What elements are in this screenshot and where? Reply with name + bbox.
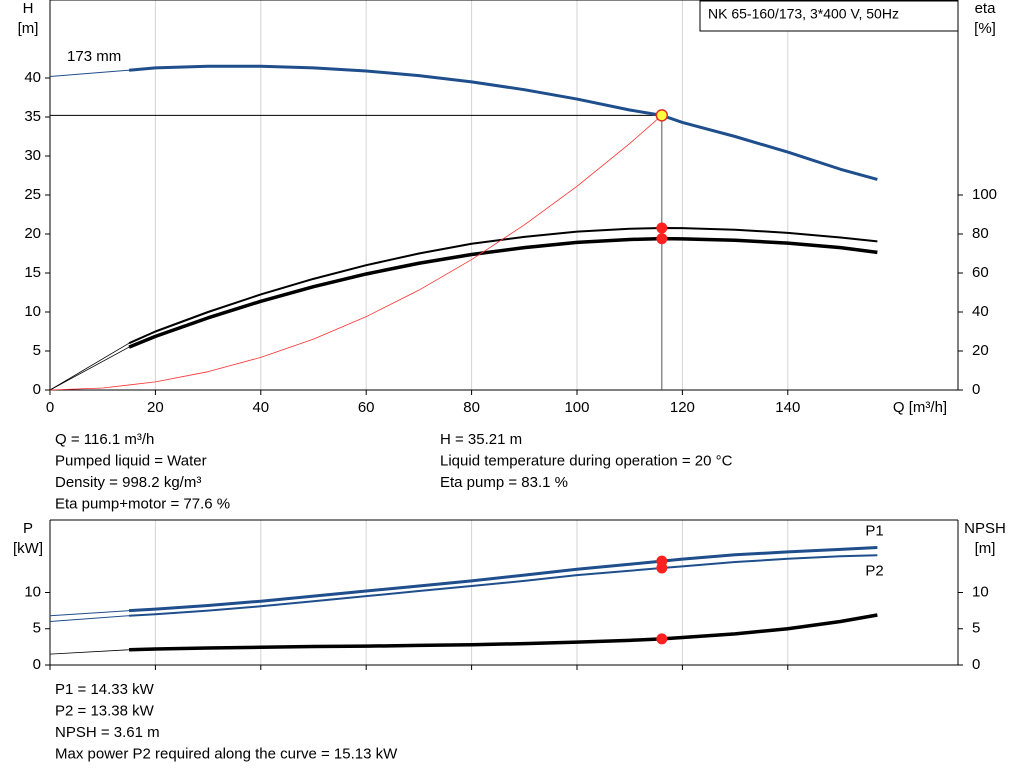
curve bbox=[128, 236, 878, 349]
y2-tick-label: 0 bbox=[972, 656, 980, 673]
x-tick-label: 40 bbox=[252, 399, 269, 416]
y2-tick-label: 0 bbox=[972, 381, 980, 398]
operating-point bbox=[656, 222, 668, 234]
x-tick-label: 120 bbox=[670, 399, 695, 416]
y-tick-label: 10 bbox=[24, 583, 41, 600]
y-tick-label: 0 bbox=[33, 656, 41, 673]
y-tick-label: 25 bbox=[24, 186, 41, 203]
y-axis-label: P bbox=[23, 520, 33, 537]
y-tick-label: 15 bbox=[24, 264, 41, 281]
readout: Max power P2 required along the curve = … bbox=[55, 745, 398, 762]
y2-axis-label: [%] bbox=[974, 20, 996, 37]
operating-point bbox=[655, 109, 669, 122]
curve-label: P1 bbox=[865, 523, 883, 540]
y2-tick-label: 60 bbox=[972, 264, 989, 281]
curve bbox=[49, 115, 663, 391]
readout: Q = 116.1 m³/h bbox=[55, 431, 154, 448]
x-tick-label: 0 bbox=[46, 399, 54, 416]
x-tick-label: 80 bbox=[463, 399, 480, 416]
x-tick-label: 100 bbox=[564, 399, 589, 416]
readout: H = 35.21 m bbox=[440, 431, 522, 448]
readout: Liquid temperature during operation = 20… bbox=[440, 452, 733, 469]
y2-axis-label: NPSH bbox=[964, 520, 1006, 537]
y2-axis-label: eta bbox=[975, 0, 997, 17]
curve bbox=[128, 554, 878, 617]
x-axis-label: Q [m³/h] bbox=[893, 399, 947, 416]
operating-point bbox=[656, 233, 668, 245]
y-axis-label: [m] bbox=[18, 20, 39, 37]
curve bbox=[49, 610, 130, 617]
curve bbox=[49, 342, 130, 391]
y2-tick-label: 5 bbox=[972, 620, 980, 637]
y-tick-label: 20 bbox=[24, 225, 41, 242]
readout: Density = 998.2 kg/m³ bbox=[55, 474, 201, 491]
curve bbox=[128, 226, 878, 345]
y-tick-label: 5 bbox=[33, 342, 41, 359]
readout: Eta pump+motor = 77.6 % bbox=[55, 495, 230, 512]
y2-tick-label: 10 bbox=[972, 583, 989, 600]
y-axis-label: [kW] bbox=[13, 540, 43, 557]
curve bbox=[128, 546, 878, 613]
x-tick-label: 140 bbox=[775, 399, 800, 416]
y-tick-label: 10 bbox=[24, 303, 41, 320]
y-axis-label: H bbox=[23, 0, 34, 17]
curve bbox=[49, 615, 130, 622]
readout: Pumped liquid = Water bbox=[55, 452, 207, 469]
y-tick-label: 35 bbox=[24, 108, 41, 125]
chart-title: NK 65-160/173, 3*400 V, 50Hz bbox=[708, 6, 899, 22]
curve bbox=[128, 64, 878, 181]
x-tick-label: 60 bbox=[358, 399, 375, 416]
y-tick-label: 30 bbox=[24, 147, 41, 164]
y2-axis-label: [m] bbox=[975, 540, 996, 557]
operating-point bbox=[656, 562, 668, 574]
readout: P1 = 14.33 kW bbox=[55, 681, 155, 698]
curve bbox=[49, 69, 130, 77]
y2-tick-label: 20 bbox=[972, 342, 989, 359]
readout: P2 = 13.38 kW bbox=[55, 702, 155, 719]
operating-point bbox=[656, 633, 668, 645]
y2-tick-label: 40 bbox=[972, 303, 989, 320]
y2-tick-label: 80 bbox=[972, 225, 989, 242]
y-tick-label: 0 bbox=[33, 381, 41, 398]
curve bbox=[49, 649, 130, 655]
curve-label: 173 mm bbox=[67, 48, 121, 65]
x-tick-label: 20 bbox=[147, 399, 164, 416]
title-box bbox=[699, 0, 959, 32]
y2-tick-label: 100 bbox=[972, 186, 997, 203]
y-tick-label: 5 bbox=[33, 620, 41, 637]
curve bbox=[49, 346, 130, 391]
curve-label: P2 bbox=[865, 562, 883, 579]
curve bbox=[129, 613, 878, 652]
readout: Eta pump = 83.1 % bbox=[440, 474, 568, 491]
y-tick-label: 40 bbox=[24, 69, 41, 86]
readout: NPSH = 3.61 m bbox=[55, 724, 160, 741]
